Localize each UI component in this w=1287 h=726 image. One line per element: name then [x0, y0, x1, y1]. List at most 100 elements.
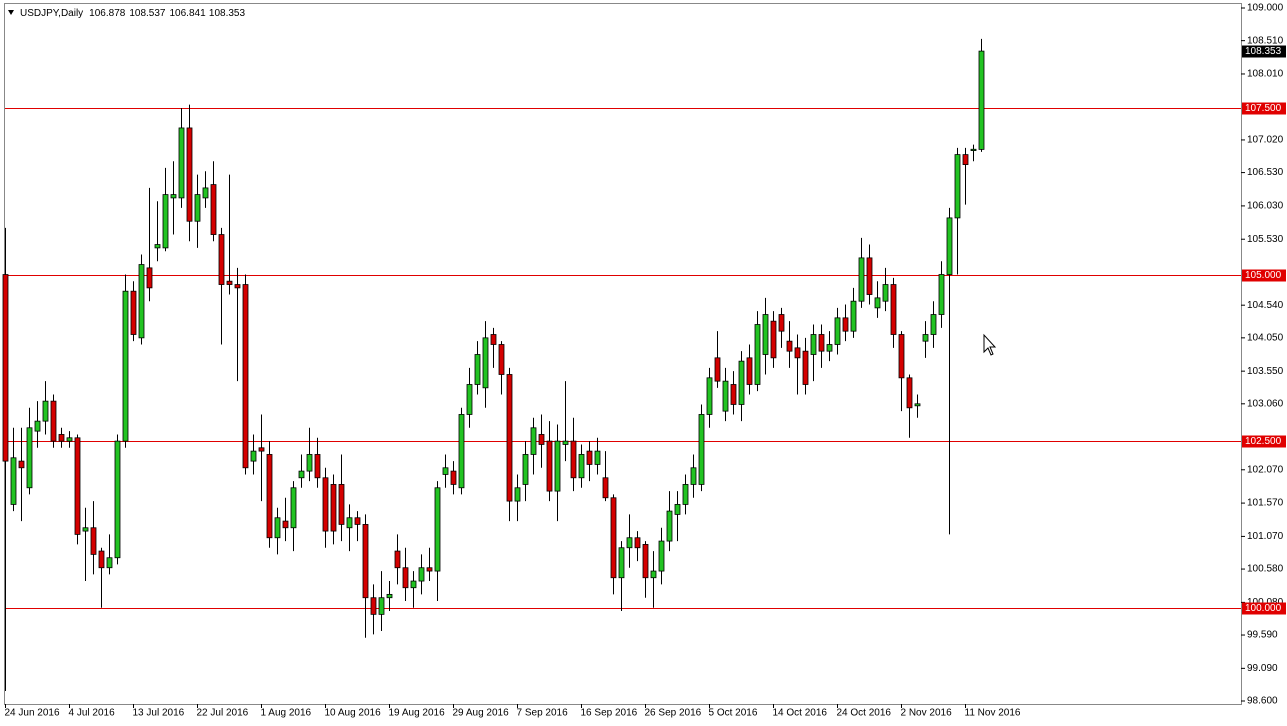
candle-body [434, 487, 441, 572]
candle-body [778, 314, 785, 332]
candle-body [546, 440, 553, 492]
candle-body [498, 344, 505, 375]
y-tick-label: 109.000 [1247, 3, 1284, 14]
candle-body [538, 434, 545, 445]
candle-body [362, 524, 369, 599]
candle-body [34, 420, 41, 432]
y-tick-label: 104.050 [1247, 332, 1284, 343]
candle-body [82, 527, 89, 532]
candle-body [730, 384, 737, 405]
level-label: 102.500 [1245, 436, 1282, 447]
candle-body [282, 520, 289, 529]
y-tick-label: 99.590 [1247, 630, 1278, 641]
candle-body [522, 454, 529, 485]
candle-body [946, 217, 953, 275]
level-box [1242, 602, 1286, 615]
candle-body [978, 50, 985, 150]
candle-body [10, 457, 17, 505]
candle-body [930, 314, 937, 335]
candle-body [18, 460, 25, 469]
level-label: 100.000 [1245, 603, 1282, 614]
candle-body [322, 477, 329, 532]
candle-body [154, 244, 161, 249]
candle-body [170, 194, 177, 199]
candle-body [346, 517, 353, 529]
candle-body [138, 264, 145, 339]
y-tick-label: 101.570 [1247, 498, 1284, 509]
candle-body [562, 440, 569, 445]
candle-body [802, 350, 809, 385]
y-tick-label: 103.550 [1247, 366, 1284, 377]
candle-body [386, 593, 393, 599]
y-tick-label: 100.580 [1247, 564, 1284, 575]
candle-body [530, 427, 537, 455]
candle-body [890, 284, 897, 335]
x-tick-label: 2 Nov 2016 [901, 708, 953, 719]
level-box [1242, 102, 1286, 115]
candle-body [338, 484, 345, 525]
candle-body [618, 547, 625, 579]
candle-body [162, 194, 169, 249]
candle-body [714, 357, 721, 382]
candle-body [242, 284, 249, 469]
candle-body [794, 347, 801, 359]
candle-body [186, 127, 193, 222]
candle-body [74, 437, 81, 535]
candle-body [666, 510, 673, 542]
price-box [1242, 45, 1286, 58]
x-tick-label: 16 Sep 2016 [581, 708, 638, 719]
level-label: 105.000 [1245, 270, 1282, 281]
candle-body [354, 517, 361, 525]
x-tick-label: 29 Aug 2016 [453, 708, 510, 719]
candle-body [330, 484, 337, 532]
header-close: 108.353 [209, 8, 246, 19]
candle-body [410, 580, 417, 589]
candle-body [370, 597, 377, 615]
x-tick-label: 19 Aug 2016 [389, 708, 446, 719]
candle-body [626, 537, 633, 549]
candle-body [762, 314, 769, 355]
candle-body [826, 344, 833, 352]
candle-body [210, 184, 217, 235]
candle-body [106, 557, 113, 569]
candle-body [98, 550, 105, 569]
candle-body [146, 267, 153, 289]
candle-body [570, 440, 577, 479]
candle-body [866, 257, 873, 295]
x-tick-label: 1 Aug 2016 [261, 708, 312, 719]
candle-body [850, 300, 857, 332]
candle-body [26, 427, 33, 489]
plot-frame [4, 3, 1242, 705]
y-tick-label: 104.540 [1247, 300, 1284, 311]
y-tick-label: 108.010 [1247, 69, 1284, 80]
x-tick-label: 26 Sep 2016 [645, 708, 702, 719]
y-tick-label: 106.530 [1247, 167, 1284, 178]
candle-body [922, 334, 929, 342]
mouse-cursor [983, 333, 997, 356]
candle-body [658, 540, 665, 572]
y-tick-label: 102.070 [1247, 464, 1284, 475]
x-tick-label: 5 Oct 2016 [709, 708, 758, 719]
candle-body [634, 537, 641, 549]
candle-body [298, 470, 305, 479]
candle-body [306, 454, 313, 472]
candle-body [90, 527, 97, 555]
x-tick-label: 4 Jul 2016 [69, 708, 116, 719]
header-low: 106.841 [169, 8, 206, 19]
candle-body [418, 567, 425, 582]
x-tick-label: 24 Jun 2016 [5, 708, 60, 719]
candle-body [130, 290, 137, 335]
x-tick-label: 7 Sep 2016 [517, 708, 569, 719]
candle-body [314, 454, 321, 479]
candle-body [202, 187, 209, 199]
candle-body [810, 334, 817, 355]
candle-body [258, 447, 265, 452]
candle-body [394, 550, 401, 569]
level-box [1242, 435, 1286, 448]
candle-body [754, 324, 761, 385]
candle-body [586, 450, 593, 465]
y-tick-label: 107.020 [1247, 135, 1284, 146]
candle-body [378, 597, 385, 615]
candle-body [274, 517, 281, 539]
